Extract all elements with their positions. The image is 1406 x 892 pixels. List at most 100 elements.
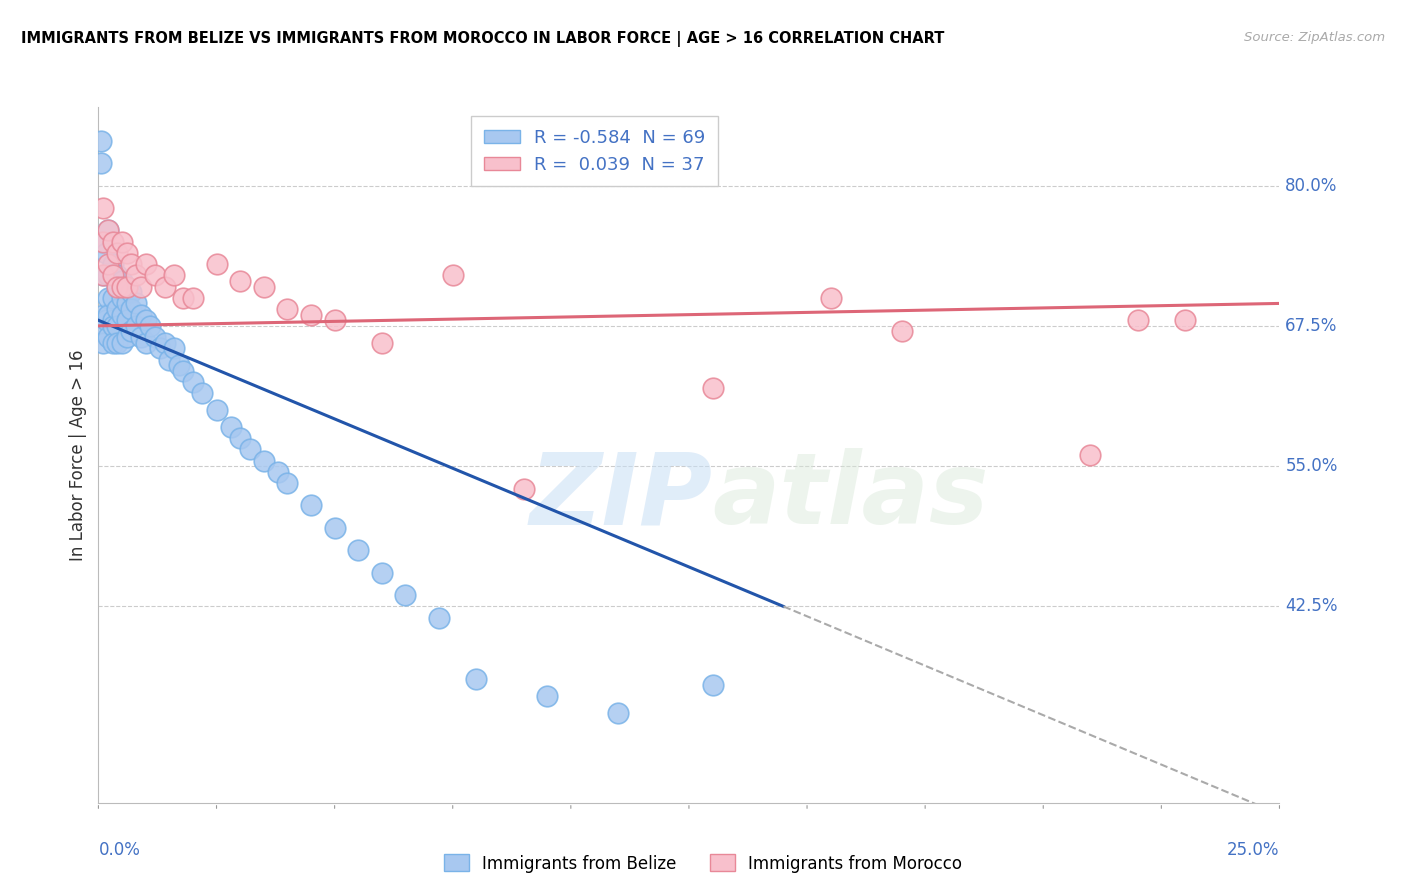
Point <box>105 318 128 333</box>
Point <box>139 318 162 333</box>
Point <box>105 268 128 283</box>
Point <box>135 257 157 271</box>
Point <box>1126 313 1149 327</box>
Point <box>101 291 124 305</box>
Point <box>125 318 148 333</box>
Point <box>143 330 166 344</box>
Point <box>94 313 117 327</box>
Text: atlas: atlas <box>713 448 988 545</box>
Point <box>702 381 724 395</box>
Point <box>129 308 152 322</box>
Point <box>441 268 464 283</box>
Point <box>163 268 186 283</box>
Point <box>1080 448 1102 462</box>
Point <box>91 325 114 339</box>
Point <box>101 335 124 350</box>
Point <box>149 341 172 355</box>
Point <box>121 257 143 271</box>
Point <box>205 403 228 417</box>
Point <box>91 268 114 283</box>
Point <box>101 268 124 283</box>
Text: 80.0%: 80.0% <box>1285 177 1337 194</box>
Point <box>111 279 134 293</box>
Point <box>394 588 416 602</box>
Point <box>427 610 450 624</box>
Point <box>465 673 488 687</box>
Point <box>323 521 346 535</box>
Point <box>94 246 117 260</box>
Point <box>97 330 120 344</box>
Point <box>536 689 558 703</box>
Point <box>125 296 148 310</box>
Point <box>115 279 138 293</box>
Point <box>820 291 842 305</box>
Point <box>219 420 242 434</box>
Text: 42.5%: 42.5% <box>1285 598 1339 615</box>
Point <box>129 279 152 293</box>
Text: ZIP: ZIP <box>530 448 713 545</box>
Text: IMMIGRANTS FROM BELIZE VS IMMIGRANTS FROM MOROCCO IN LABOR FORCE | AGE > 16 CORR: IMMIGRANTS FROM BELIZE VS IMMIGRANTS FRO… <box>21 31 945 47</box>
Point <box>153 335 176 350</box>
Point <box>167 358 190 372</box>
Point <box>101 318 124 333</box>
Point <box>607 706 630 720</box>
Point <box>163 341 186 355</box>
Point <box>347 543 370 558</box>
Point <box>111 274 134 288</box>
Point <box>90 235 112 249</box>
Text: 0.0%: 0.0% <box>98 841 141 859</box>
Point <box>97 291 120 305</box>
Point <box>90 134 112 148</box>
Point <box>121 325 143 339</box>
Point <box>890 325 912 339</box>
Legend: R = -0.584  N = 69, R =  0.039  N = 37: R = -0.584 N = 69, R = 0.039 N = 37 <box>471 116 718 186</box>
Point <box>129 330 152 344</box>
Point <box>172 364 194 378</box>
Point <box>101 268 124 283</box>
Point <box>299 499 322 513</box>
Point <box>115 246 138 260</box>
Point <box>115 330 138 344</box>
Point <box>181 375 204 389</box>
Point <box>97 308 120 322</box>
Point <box>101 257 124 271</box>
Point <box>105 335 128 350</box>
Point <box>191 386 214 401</box>
Point <box>135 335 157 350</box>
Point <box>115 279 138 293</box>
Point <box>91 235 114 249</box>
Point <box>115 313 138 327</box>
Legend: Immigrants from Belize, Immigrants from Morocco: Immigrants from Belize, Immigrants from … <box>437 847 969 880</box>
Text: 25.0%: 25.0% <box>1227 841 1279 859</box>
Point <box>299 308 322 322</box>
Point <box>323 313 346 327</box>
Point <box>111 308 134 322</box>
Point <box>143 268 166 283</box>
Point <box>111 291 134 305</box>
Point <box>91 335 114 350</box>
Point <box>172 291 194 305</box>
Point <box>90 156 112 170</box>
Point <box>105 279 128 293</box>
Point <box>111 335 134 350</box>
Point <box>157 352 180 367</box>
Point <box>97 268 120 283</box>
Point <box>115 296 138 310</box>
Point <box>1174 313 1197 327</box>
Point <box>97 223 120 237</box>
Point <box>111 235 134 249</box>
Point <box>702 678 724 692</box>
Y-axis label: In Labor Force | Age > 16: In Labor Force | Age > 16 <box>69 349 87 561</box>
Text: Source: ZipAtlas.com: Source: ZipAtlas.com <box>1244 31 1385 45</box>
Point <box>253 453 276 467</box>
Point <box>105 301 128 316</box>
Text: 67.5%: 67.5% <box>1285 317 1337 334</box>
Point <box>105 279 128 293</box>
Point <box>97 223 120 237</box>
Point <box>121 301 143 316</box>
Point <box>253 279 276 293</box>
Point <box>101 313 124 327</box>
Point <box>105 246 128 260</box>
Point <box>267 465 290 479</box>
Point <box>97 257 120 271</box>
